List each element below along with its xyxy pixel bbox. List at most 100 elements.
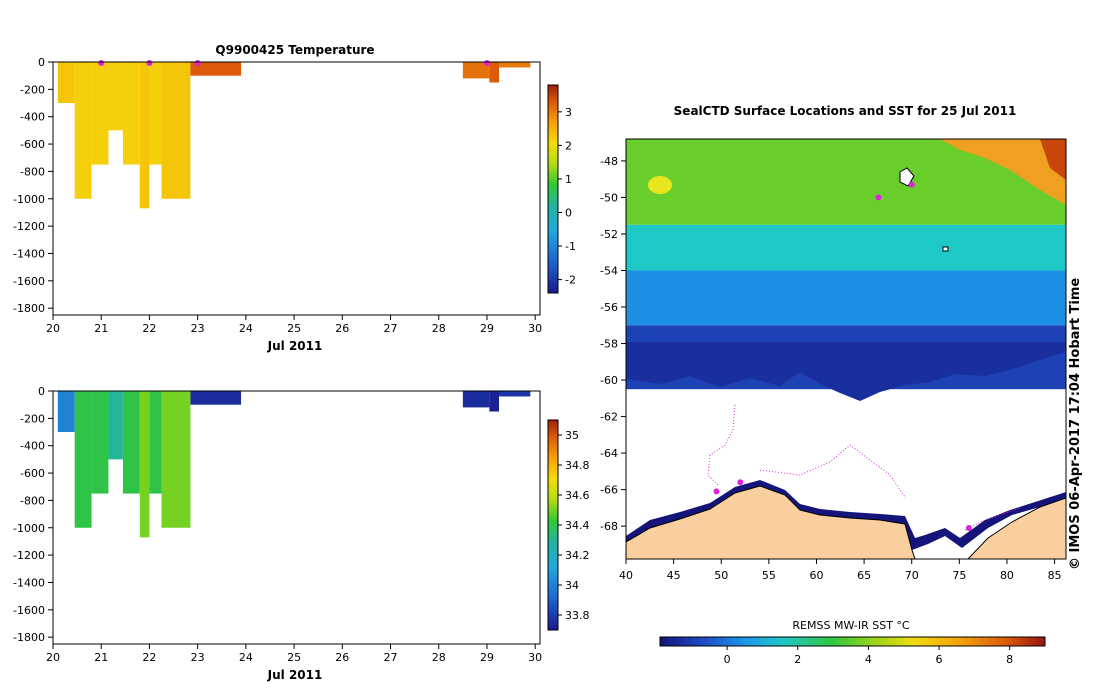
lon-tick-label: 60 xyxy=(809,569,823,582)
x-tick-label: 21 xyxy=(94,322,108,335)
sst-colorbar-ticks: 0 2 4 6 8 xyxy=(724,646,1013,666)
warm-eddy xyxy=(648,176,672,194)
profile-bar xyxy=(57,391,75,433)
x-tick-label: 22 xyxy=(142,322,156,335)
profile-bar xyxy=(74,62,92,199)
colorbar-tick-label: -1 xyxy=(565,240,576,253)
x-tick-label: 26 xyxy=(335,322,349,335)
profile-bar xyxy=(499,62,531,68)
sst-colorbar-label: REMSS MW-IR SST °C xyxy=(792,619,910,632)
seal-locations xyxy=(713,181,972,531)
salinity-colorbar-ticks: 35 34.8 34.6 34.4 34.2 34 33.8 xyxy=(558,429,590,622)
x-tick-label: 25 xyxy=(287,651,301,664)
y-tick-label: -200 xyxy=(20,83,45,96)
y-tick-label: -200 xyxy=(20,412,45,425)
y-tick-label: -400 xyxy=(20,111,45,124)
y-tick-label: 0 xyxy=(38,385,45,398)
colorbar-tick-label: 2 xyxy=(565,139,572,152)
lon-tick-label: 65 xyxy=(857,569,871,582)
profile-bar xyxy=(57,62,75,104)
salinity-xlabel: Jul 2011 xyxy=(267,668,323,682)
profile-bar xyxy=(91,62,109,165)
heard-island xyxy=(942,246,949,252)
profile-bar xyxy=(122,62,140,165)
x-tick-label: 27 xyxy=(384,651,398,664)
seal-location xyxy=(875,194,882,201)
temperature-colorbar xyxy=(547,84,559,294)
imos-credit: © IMOS 06-Apr-2017 17:04 Hobart Time xyxy=(1068,277,1083,570)
kerguelen-island xyxy=(899,167,915,187)
temperature-profiles xyxy=(57,62,531,209)
lat-tick-label: -48 xyxy=(600,155,618,168)
warmest-water xyxy=(1040,139,1066,180)
x-tick-label: 25 xyxy=(287,322,301,335)
x-tick-label: 29 xyxy=(480,322,494,335)
x-tick-label: 27 xyxy=(384,322,398,335)
x-tick-label: 23 xyxy=(191,322,205,335)
salinity-plot-frame xyxy=(52,390,541,645)
profile-bar xyxy=(108,62,123,131)
antarctic-land-east xyxy=(967,497,1066,559)
x-tick-label: 30 xyxy=(528,322,542,335)
surface-marker xyxy=(98,60,105,66)
colorbar-tick-label: 34.2 xyxy=(565,549,590,562)
lat-tick-label: -58 xyxy=(600,338,618,351)
sst-map-panel: SealCTD Surface Locations and SST for 25… xyxy=(600,104,1067,666)
profile-bar xyxy=(462,391,490,408)
y-tick-label: -1400 xyxy=(13,576,45,589)
y-tick-label: -800 xyxy=(20,165,45,178)
lon-tick-label: 80 xyxy=(1000,569,1014,582)
salinity-colorbar xyxy=(547,419,559,631)
temperature-xlabel: Jul 2011 xyxy=(267,339,323,353)
profile-bar xyxy=(489,391,500,412)
lat-tick-label: -62 xyxy=(600,411,618,424)
profile-bar xyxy=(190,62,242,76)
temperature-x-axis: 20 21 22 23 24 25 26 27 28 29 30 xyxy=(46,315,542,335)
map-longitude-axis: 40 45 50 55 60 65 70 75 80 85 xyxy=(619,559,1062,582)
warm-water-front xyxy=(940,139,1066,205)
colorbar-tick-label: 34 xyxy=(565,579,579,592)
profile-bar xyxy=(74,391,92,528)
salinity-x-axis: 20 21 22 23 24 25 26 27 28 29 30 xyxy=(46,644,542,664)
x-tick-label: 24 xyxy=(239,651,253,664)
lon-tick-label: 40 xyxy=(619,569,633,582)
y-tick-label: -1400 xyxy=(13,247,45,260)
seal-location xyxy=(713,488,720,495)
temperature-title: Q9900425 Temperature xyxy=(215,43,374,57)
x-tick-label: 30 xyxy=(528,651,542,664)
profile-bar xyxy=(122,391,140,494)
sst-colorbar-tick-label: 8 xyxy=(1006,653,1013,666)
y-tick-label: 0 xyxy=(38,56,45,69)
x-tick-label: 29 xyxy=(480,651,494,664)
profile-bar xyxy=(149,62,162,165)
profile-bar xyxy=(91,391,109,494)
colorbar-tick-label: 34.6 xyxy=(565,489,590,502)
temperature-plot-frame xyxy=(52,61,541,316)
surface-marker xyxy=(194,60,201,66)
lat-tick-label: -68 xyxy=(600,520,618,533)
y-tick-label: -1800 xyxy=(13,631,45,644)
x-tick-label: 20 xyxy=(46,322,60,335)
salinity-profiles xyxy=(57,391,531,538)
x-tick-label: 26 xyxy=(335,651,349,664)
profile-bar xyxy=(190,391,242,405)
profile-bar xyxy=(139,391,150,538)
colorbar-tick-label: 0 xyxy=(565,206,572,219)
x-tick-label: 22 xyxy=(142,651,156,664)
map-frame xyxy=(625,138,1067,560)
sst-colorbar-tick-label: 0 xyxy=(724,653,731,666)
colorbar-tick-label: 1 xyxy=(565,173,572,186)
colorbar-tick-label: 34.4 xyxy=(565,519,590,532)
map-latitude-axis: -48 -50 -52 -54 -56 -58 -60 -62 -64 -66 -68 xyxy=(600,155,626,533)
profile-bar xyxy=(489,62,500,83)
seal-location xyxy=(908,181,915,188)
surface-marker xyxy=(483,60,490,66)
sst-zone xyxy=(626,224,1066,271)
x-tick-label: 24 xyxy=(239,322,253,335)
lon-tick-label: 50 xyxy=(714,569,728,582)
colorbar-tick-label: 34.8 xyxy=(565,459,590,472)
seal-track-east xyxy=(964,507,1021,531)
lon-tick-label: 75 xyxy=(952,569,966,582)
sst-colorbar-tick-label: 4 xyxy=(865,653,872,666)
profile-bar xyxy=(462,62,490,79)
